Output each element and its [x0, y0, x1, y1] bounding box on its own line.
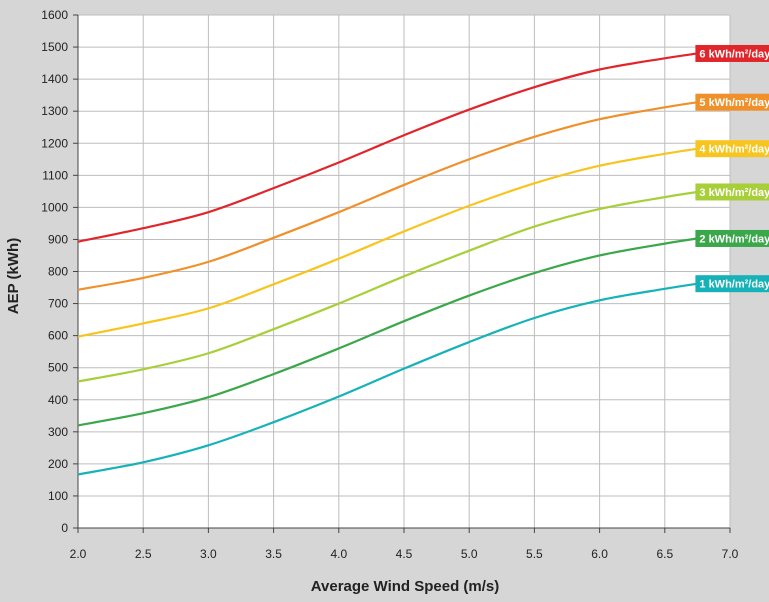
x-tick-label: 5.0: [461, 547, 478, 561]
series-label-box: [695, 44, 769, 62]
y-tick-label: 1100: [42, 168, 68, 182]
y-tick-label: 900: [48, 232, 68, 246]
x-tick-label: 3.0: [200, 547, 217, 561]
series-line: [77, 190, 698, 383]
y-tick-label: 400: [48, 393, 68, 407]
y-tick-label: 700: [48, 297, 68, 311]
y-tick-label: 1300: [41, 104, 68, 118]
series-end-label: 5 kWh/m²/day: [695, 93, 769, 111]
y-tick-label: 0: [61, 521, 68, 535]
series-label-text: 4 kWh/m²/day: [699, 144, 769, 156]
x-tick-label: 5.5: [526, 547, 543, 561]
y-axis-title: AEP (kWh): [5, 238, 22, 314]
series-lines: [77, 52, 698, 476]
x-tick-label: 2.0: [70, 547, 87, 561]
series-label-text: 5 kWh/m²/day: [699, 97, 769, 109]
y-tick-label: 1400: [41, 72, 68, 86]
x-tick-label: 6.5: [656, 547, 673, 561]
x-tick-label: 7.0: [722, 547, 739, 561]
x-axis-title: Average Wind Speed (m/s): [311, 578, 500, 595]
y-tick-label: 200: [48, 457, 68, 471]
x-axis-ticks: 2.0 2.5 3.0 3.5 4.0 4.5 5.0 5.5 6.0 6.5 7.0: [70, 528, 739, 561]
series-label-text: 6 kWh/m²/day: [699, 48, 769, 60]
series-end-label: 1 kWh/m²/day: [695, 275, 769, 293]
series-label-box: [695, 229, 769, 247]
x-tick-label: 3.5: [265, 547, 282, 561]
y-tick-label: 800: [48, 265, 68, 279]
series-label-box: [695, 183, 769, 201]
y-tick-label: 500: [48, 361, 68, 375]
grid: [77, 14, 731, 529]
series-line: [77, 147, 698, 338]
series-end-label: 3 kWh/m²/day: [695, 183, 769, 201]
series-end-label: 4 kWh/m²/day: [695, 140, 769, 158]
series-end-label: 6 kWh/m²/day: [695, 44, 769, 62]
series-line: [77, 101, 698, 291]
series-labels: 6 kWh/m²/day 5 kWh/m²/day 4 kWh/m²/day 3 kW…: [695, 44, 769, 293]
x-tick-label: 4.0: [330, 547, 347, 561]
series-label-box: [695, 275, 769, 293]
series-line: [77, 52, 698, 243]
y-tick-label: 1500: [41, 40, 68, 54]
series-label-text: 2 kWh/m²/day: [699, 233, 769, 245]
series-line: [77, 237, 698, 427]
series-line: [77, 282, 698, 476]
series-label-box: [695, 93, 769, 111]
y-tick-label: 1000: [41, 200, 68, 214]
y-tick-label: 100: [48, 489, 68, 503]
y-axis-ticks: 0 100 200 300 400 500 600 700 800 900 1000 1100 1200…: [41, 8, 78, 535]
x-tick-label: 4.5: [396, 547, 413, 561]
series-label-box: [695, 140, 769, 158]
y-tick-label: 600: [48, 329, 68, 343]
y-tick-label: 300: [48, 425, 68, 439]
series-end-label: 2 kWh/m²/day: [695, 229, 769, 247]
y-tick-label: 1200: [41, 136, 68, 150]
series-label-text: 3 kWh/m²/day: [699, 187, 769, 199]
series-label-text: 1 kWh/m²/day: [699, 279, 769, 291]
x-tick-label: 2.5: [135, 547, 152, 561]
x-tick-label: 6.0: [591, 547, 608, 561]
y-tick-label: 1600: [41, 8, 68, 22]
